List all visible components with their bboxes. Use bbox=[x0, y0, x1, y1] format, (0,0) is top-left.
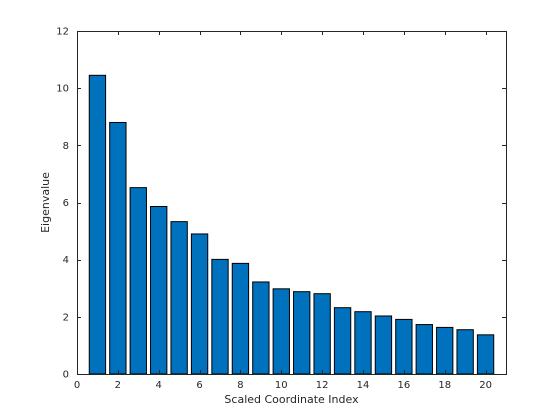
bar-15 bbox=[374, 315, 393, 375]
x-tick-label-4: 4 bbox=[156, 380, 162, 391]
bar-9 bbox=[252, 281, 270, 375]
y-tick-label-6: 6 bbox=[63, 198, 69, 209]
bar-6 bbox=[190, 233, 209, 375]
bar-12 bbox=[313, 293, 331, 375]
x-tick-label-18: 18 bbox=[438, 380, 451, 391]
bar-4 bbox=[150, 206, 168, 375]
bar-11 bbox=[293, 291, 311, 375]
bar-18 bbox=[436, 326, 454, 375]
y-tick-label-2: 2 bbox=[63, 312, 69, 323]
bar-7 bbox=[211, 258, 229, 375]
x-tick-label-6: 6 bbox=[196, 380, 202, 391]
bar-2 bbox=[109, 121, 127, 375]
x-tick-label-10: 10 bbox=[275, 380, 288, 391]
bar-20 bbox=[476, 334, 495, 375]
x-tick-label-8: 8 bbox=[237, 380, 243, 391]
y-axis-label: Eigenvalue bbox=[39, 172, 52, 233]
bar-13 bbox=[333, 307, 352, 375]
bar-10 bbox=[272, 288, 290, 375]
bar-8 bbox=[231, 262, 250, 375]
bar-14 bbox=[354, 311, 372, 375]
ticks-group: 0 2 4 6 8 10 12 14 16 18 20 0 2 4 6 8 10 12 bbox=[56, 27, 506, 391]
y-tick-label-4: 4 bbox=[63, 255, 69, 266]
x-tick-label-2: 2 bbox=[115, 380, 121, 391]
bar-17 bbox=[415, 324, 433, 375]
y-tick-label-10: 10 bbox=[56, 84, 69, 95]
bar-5 bbox=[170, 221, 188, 375]
x-tick-label-0: 0 bbox=[74, 380, 80, 391]
x-tick-label-14: 14 bbox=[357, 380, 370, 391]
x-tick-label-20: 20 bbox=[479, 380, 492, 391]
x-axis-label: Scaled Coordinate Index bbox=[224, 393, 359, 406]
x-tick-label-12: 12 bbox=[316, 380, 329, 391]
bar-3 bbox=[129, 187, 147, 375]
x-tick-label-16: 16 bbox=[397, 380, 410, 391]
axes-box bbox=[77, 31, 507, 375]
bar-19 bbox=[456, 329, 474, 375]
bars-group bbox=[88, 74, 495, 375]
bar-1 bbox=[88, 74, 107, 375]
y-tick-label-12: 12 bbox=[56, 27, 69, 38]
bar-16 bbox=[395, 318, 413, 375]
y-tick-label-8: 8 bbox=[63, 141, 69, 152]
y-tick-label-0: 0 bbox=[63, 370, 69, 381]
